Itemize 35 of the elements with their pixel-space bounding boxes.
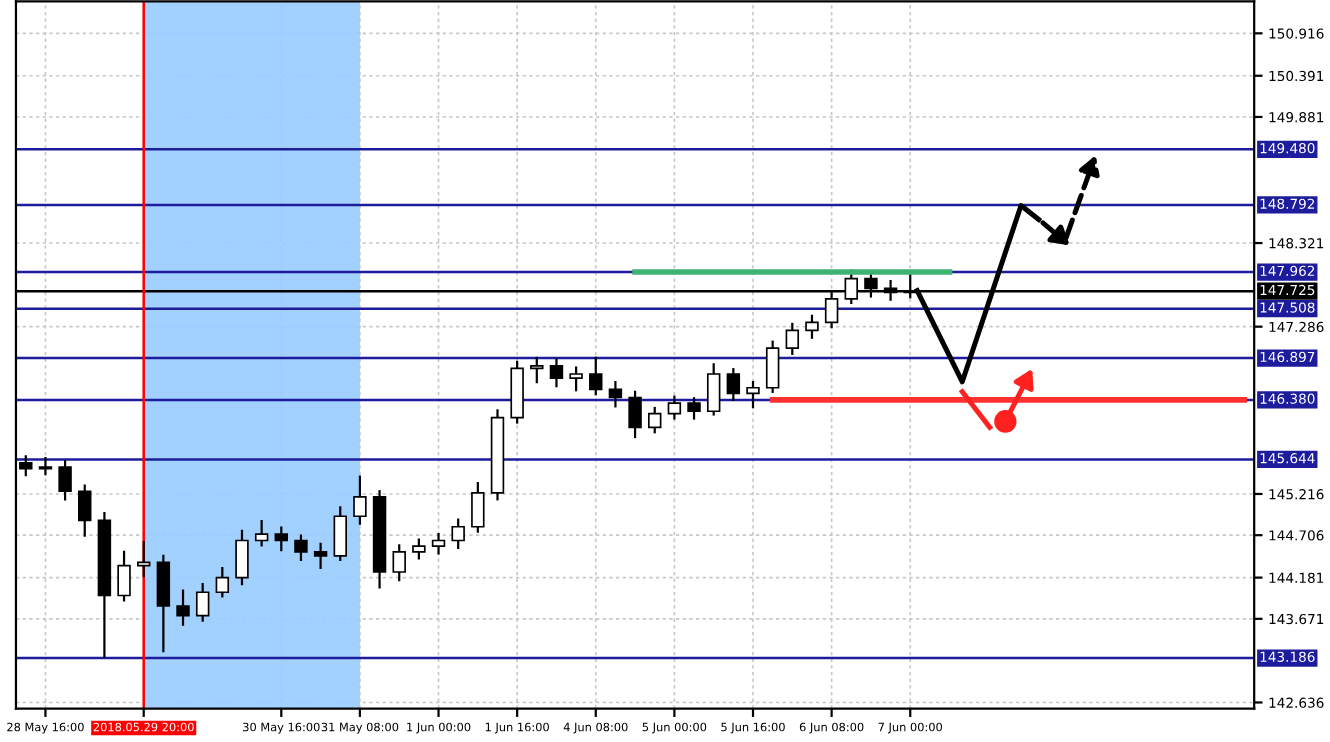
candlestick <box>412 538 426 560</box>
candlestick <box>195 583 210 622</box>
candlestick <box>353 475 367 525</box>
candlestick <box>785 322 800 355</box>
candlestick <box>746 381 760 409</box>
candlestick <box>569 366 583 392</box>
candlestick <box>471 482 485 533</box>
candlestick <box>628 390 642 439</box>
candlestick <box>117 550 131 602</box>
candlestick <box>254 520 269 547</box>
candlestick <box>549 358 564 388</box>
candlestick <box>805 314 819 339</box>
candlestick <box>38 456 53 476</box>
candlestick <box>647 406 662 434</box>
candlestick <box>235 529 249 586</box>
candlestick <box>215 566 230 598</box>
candlestick <box>706 363 721 416</box>
candlestick <box>176 589 190 626</box>
candlestick <box>431 532 446 555</box>
candlestick <box>667 395 682 420</box>
candlestick <box>589 356 603 396</box>
candlestick <box>687 397 701 420</box>
candlestick <box>333 506 347 562</box>
candlestick <box>156 554 171 653</box>
candlestick <box>392 544 406 582</box>
candlestick <box>294 534 308 562</box>
candlestick <box>78 484 92 537</box>
candlestick <box>313 542 328 570</box>
candlestick <box>274 526 289 552</box>
candlestick <box>726 368 741 402</box>
candlestick <box>608 381 623 408</box>
candlestick <box>451 518 465 549</box>
candlestick <box>530 356 544 384</box>
candlestick <box>765 340 780 393</box>
candlestick <box>58 460 72 501</box>
